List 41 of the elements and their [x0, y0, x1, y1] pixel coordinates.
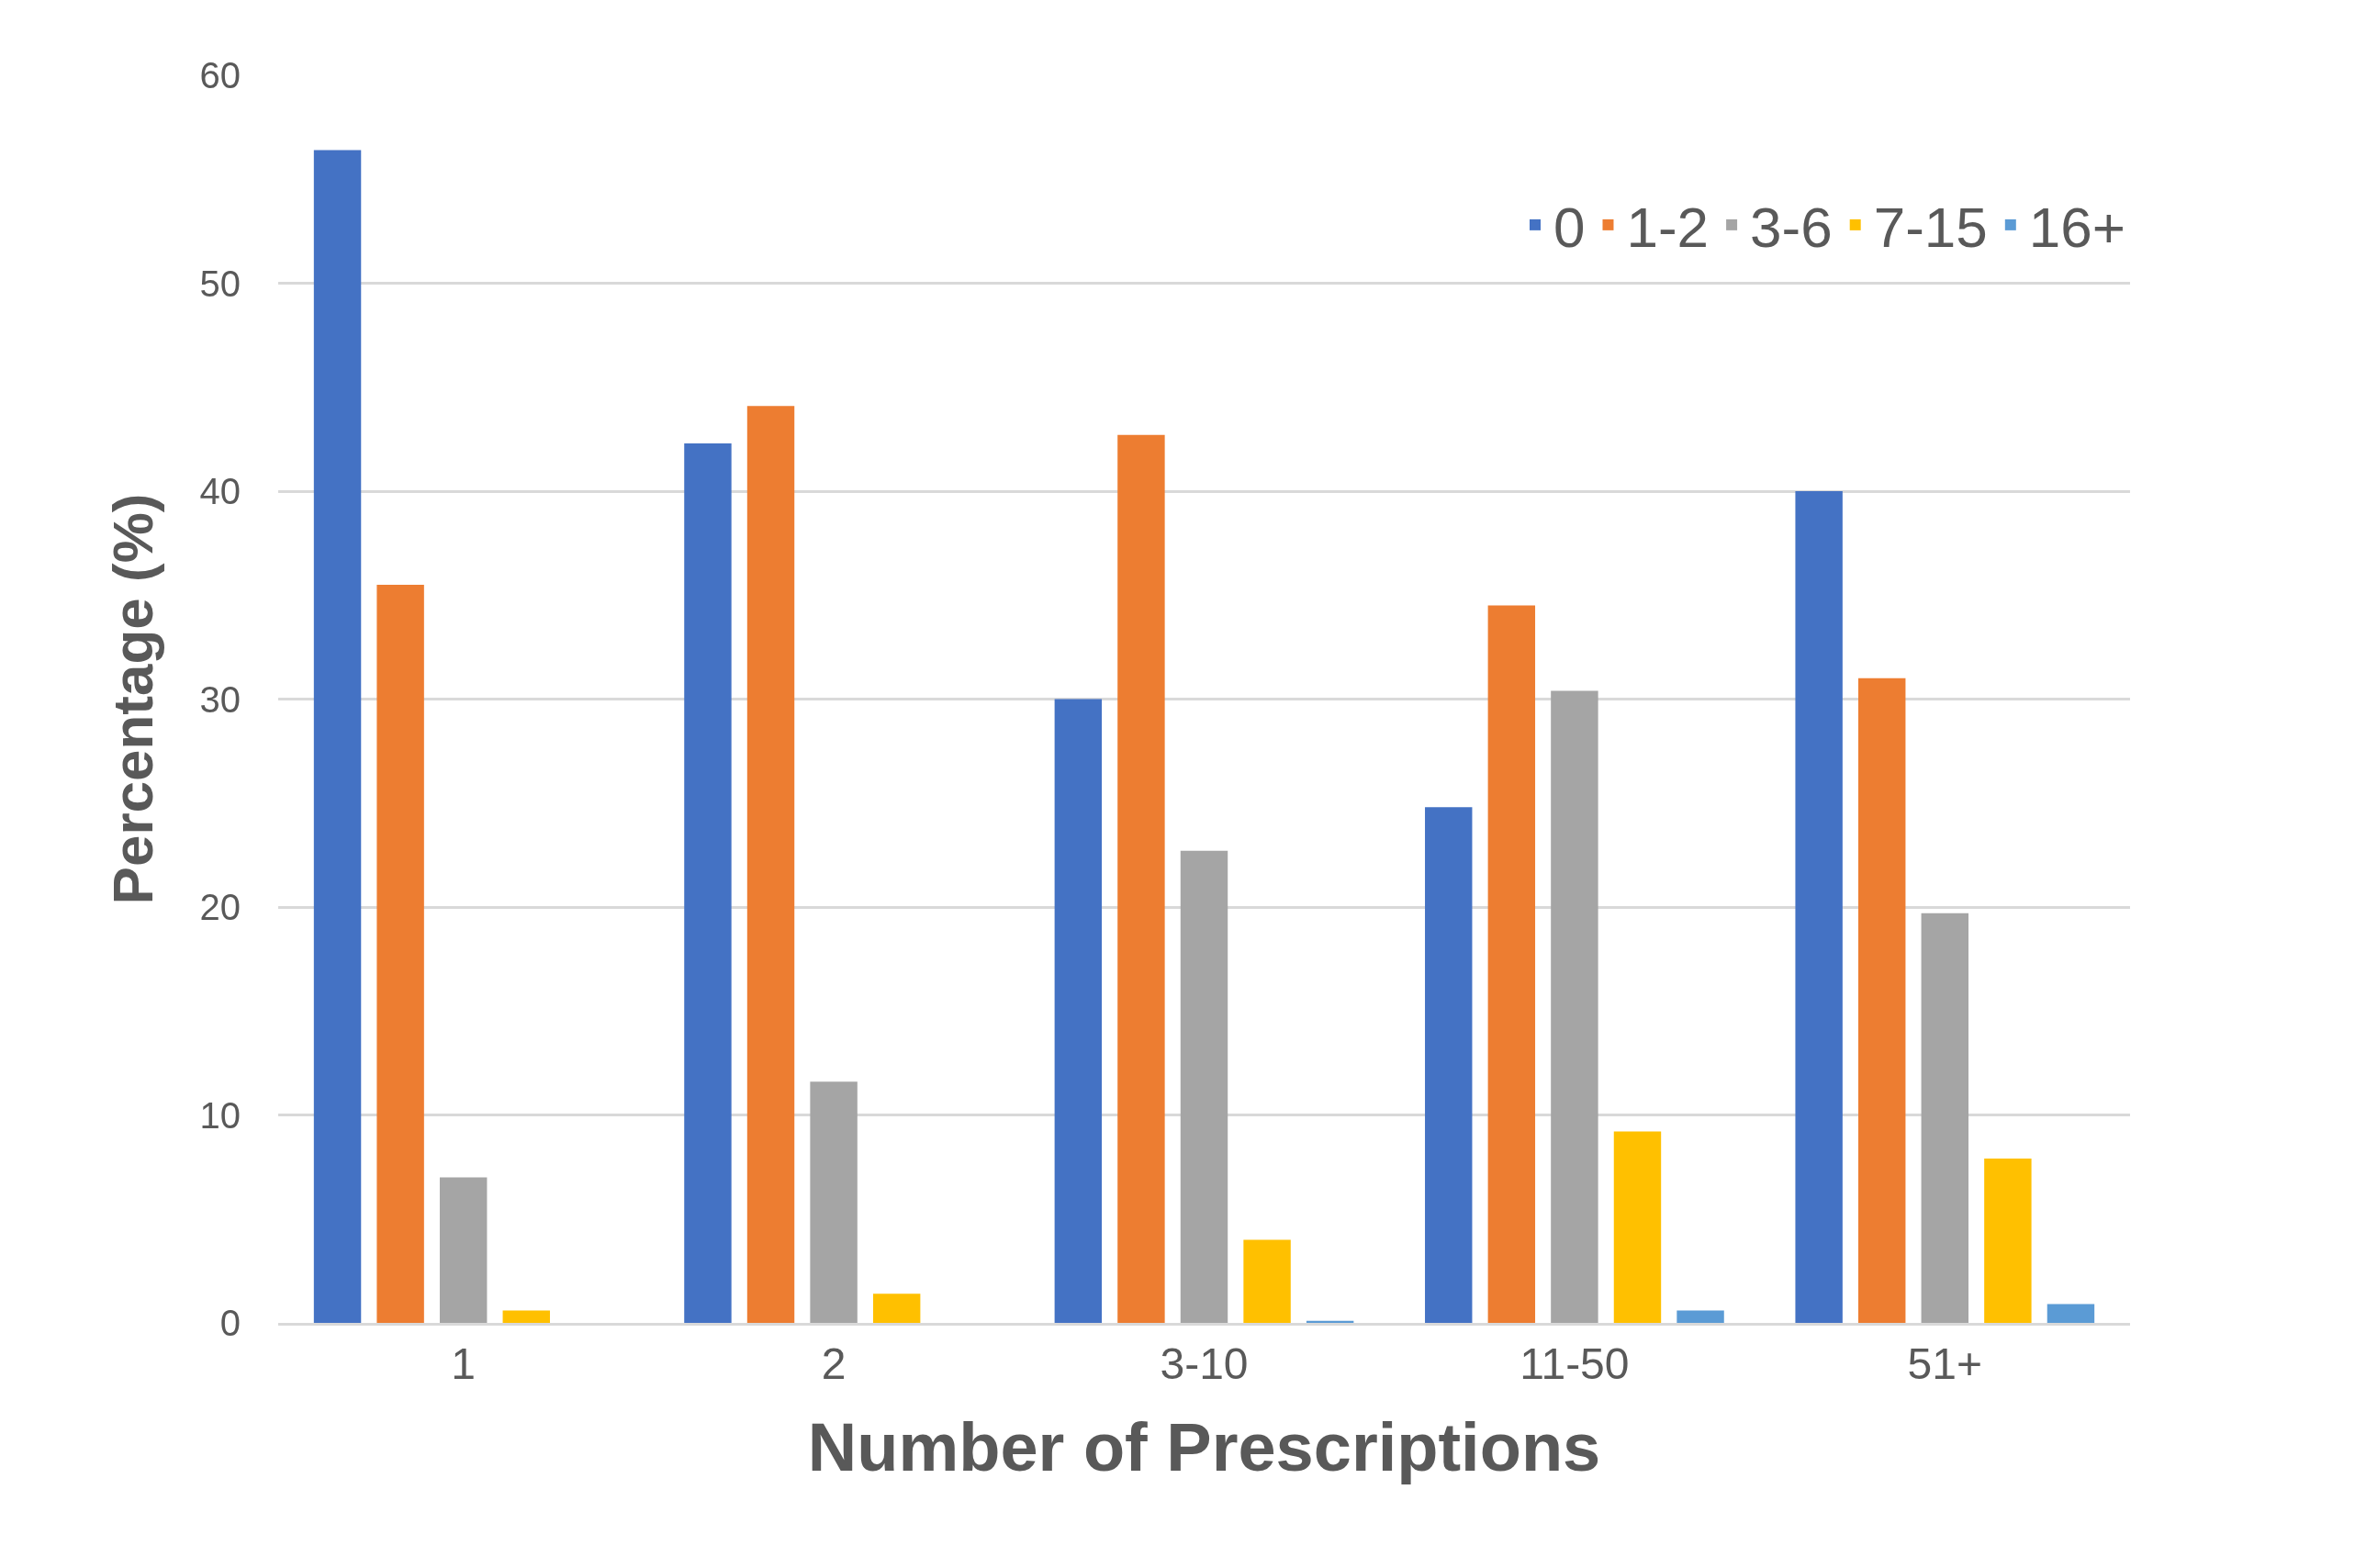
bar	[313, 150, 362, 1323]
bar	[1984, 1159, 2032, 1323]
bar	[1425, 807, 1473, 1323]
legend-label: 3-6	[1750, 196, 1833, 260]
legend-label: 1-2	[1626, 196, 1710, 260]
bar	[1677, 1310, 1724, 1323]
y-tick-label: 50	[199, 263, 241, 304]
bar	[810, 1081, 858, 1323]
bar	[1858, 678, 1906, 1323]
bar	[872, 1294, 921, 1323]
bar	[502, 1310, 550, 1323]
bar	[1613, 1131, 1662, 1323]
y-tick-label: 20	[199, 887, 241, 927]
bar	[1921, 913, 1969, 1323]
y-tick-label: 40	[199, 471, 241, 511]
x-tick-label: 1	[451, 1338, 477, 1388]
y-tick-label: 30	[199, 678, 241, 720]
x-tick-label: 51+	[1907, 1338, 1983, 1388]
y-axis-title: Percentage (%)	[101, 493, 165, 905]
y-tick-label: 0	[219, 1303, 241, 1343]
x-tick-label: 3-10	[1160, 1338, 1249, 1388]
bar	[746, 406, 795, 1323]
x-tick-label: 2	[821, 1338, 847, 1388]
bar	[1551, 690, 1598, 1323]
bar	[376, 584, 424, 1323]
y-tick-label: 60	[199, 55, 241, 95]
legend-label: 7-15	[1873, 196, 1988, 260]
y-tick-label: 10	[199, 1094, 241, 1136]
bar	[1180, 850, 1228, 1323]
legend-label: 0	[1553, 196, 1586, 260]
bar	[2047, 1304, 2095, 1323]
bar	[1795, 491, 1843, 1323]
x-tick-label: 11-50	[1520, 1338, 1630, 1388]
bar	[1117, 434, 1165, 1323]
legend-label: 16+	[2028, 196, 2125, 260]
x-axis-title: Number of Prescriptions	[807, 1408, 1601, 1485]
bar	[1487, 605, 1536, 1323]
bar	[1054, 699, 1103, 1323]
bar	[1243, 1239, 1291, 1323]
bar	[439, 1177, 488, 1323]
bar	[684, 442, 732, 1323]
